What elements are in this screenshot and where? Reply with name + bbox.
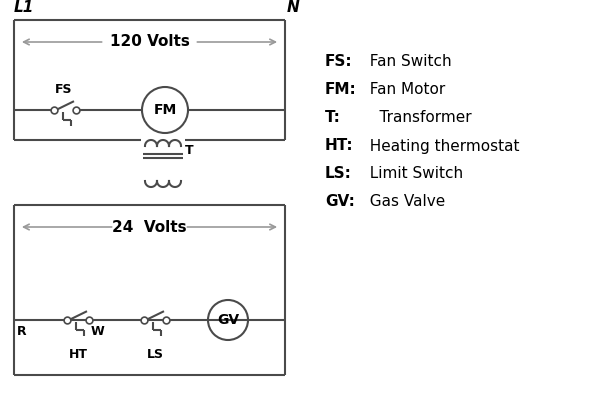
Text: Heating thermostat: Heating thermostat	[360, 138, 520, 154]
Text: N: N	[287, 0, 300, 15]
Text: FM: FM	[153, 103, 176, 117]
Text: 120 Volts: 120 Volts	[110, 34, 189, 50]
Text: Transformer: Transformer	[360, 110, 471, 126]
Text: GV: GV	[217, 313, 239, 327]
Text: LS:: LS:	[325, 166, 352, 182]
Text: FS: FS	[55, 83, 73, 96]
Text: Limit Switch: Limit Switch	[360, 166, 463, 182]
Text: R: R	[17, 325, 27, 338]
Text: Fan Motor: Fan Motor	[360, 82, 445, 98]
Text: T: T	[185, 144, 194, 156]
Text: GV:: GV:	[325, 194, 355, 210]
Text: FS:: FS:	[325, 54, 353, 70]
Text: Fan Switch: Fan Switch	[360, 54, 451, 70]
Text: L1: L1	[14, 0, 34, 15]
Text: HT:: HT:	[325, 138, 353, 154]
Text: 24  Volts: 24 Volts	[112, 220, 187, 234]
Text: FM:: FM:	[325, 82, 357, 98]
Text: Gas Valve: Gas Valve	[360, 194, 445, 210]
Text: T:: T:	[325, 110, 341, 126]
Text: LS: LS	[146, 348, 163, 361]
Text: HT: HT	[68, 348, 87, 361]
Text: W: W	[91, 325, 105, 338]
